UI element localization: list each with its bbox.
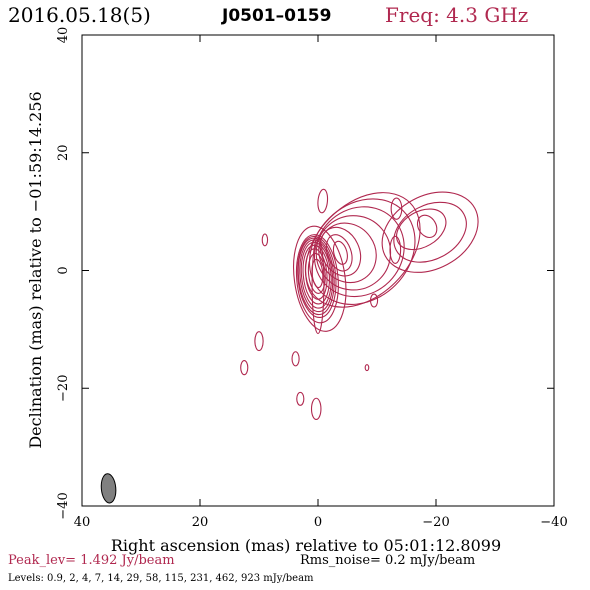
- y-tick-label: 0: [56, 266, 71, 274]
- x-tick-label: −20: [422, 515, 449, 530]
- contour-line: [297, 235, 337, 319]
- contour-line: [293, 225, 347, 332]
- rms-noise: Rms_noise= 0.2 mJy/beam: [300, 553, 476, 568]
- contour-line: [364, 364, 370, 372]
- contour-line: [297, 237, 335, 316]
- x-tick-label: 0: [314, 515, 322, 530]
- y-tick-label: 20: [56, 144, 71, 161]
- contour-layer: [100, 188, 479, 504]
- peak-level: Peak_lev= 1.492 Jy/beam: [8, 553, 175, 568]
- contour-line: [381, 191, 479, 273]
- header-date: 2016.05.18(5): [8, 3, 151, 27]
- contour-line: [240, 360, 249, 376]
- contour-line: [319, 226, 362, 277]
- contour-line: [396, 208, 447, 251]
- y-tick-label: −20: [56, 375, 71, 402]
- contour-line: [291, 351, 300, 367]
- contour-line: [296, 391, 305, 406]
- contour-line: [393, 201, 467, 263]
- contour-line: [261, 233, 269, 247]
- contour-line: [317, 188, 329, 214]
- contour-line: [313, 206, 405, 298]
- x-tick-label: −40: [540, 515, 567, 530]
- contour-levels: Levels: 0.9, 2, 4, 7, 14, 29, 58, 115, 2…: [8, 573, 314, 584]
- axes: 40 20 0 −20 −40 −40 −20 0 20 40: [56, 27, 568, 530]
- contour-line: [390, 197, 403, 220]
- header-frequency: Freq: 4.3 GHz: [385, 3, 529, 27]
- contour-line: [315, 215, 392, 291]
- x-tick-label: 20: [192, 515, 209, 530]
- contour-line: [416, 214, 438, 239]
- beam-ellipse: [100, 473, 117, 504]
- contour-line: [325, 234, 353, 272]
- contour-line: [369, 293, 379, 308]
- header-source-name: J0501–0159: [222, 6, 332, 26]
- contour-line: [310, 397, 322, 421]
- contour-line: [254, 331, 264, 352]
- contour-line: [305, 192, 421, 308]
- contour-line: [318, 222, 377, 284]
- y-axis-label: Declination (mas) relative to −01:59:14.…: [26, 91, 45, 448]
- plot-frame: [81, 34, 555, 507]
- y-tick-label: 40: [56, 27, 71, 44]
- x-axis-label: Right ascension (mas) relative to 05:01:…: [111, 536, 501, 555]
- contour-line: [389, 235, 402, 264]
- contour-line: [332, 240, 348, 265]
- x-tick-label: 40: [74, 515, 91, 530]
- y-tick-label: −40: [56, 492, 71, 519]
- contour-line: [311, 236, 325, 335]
